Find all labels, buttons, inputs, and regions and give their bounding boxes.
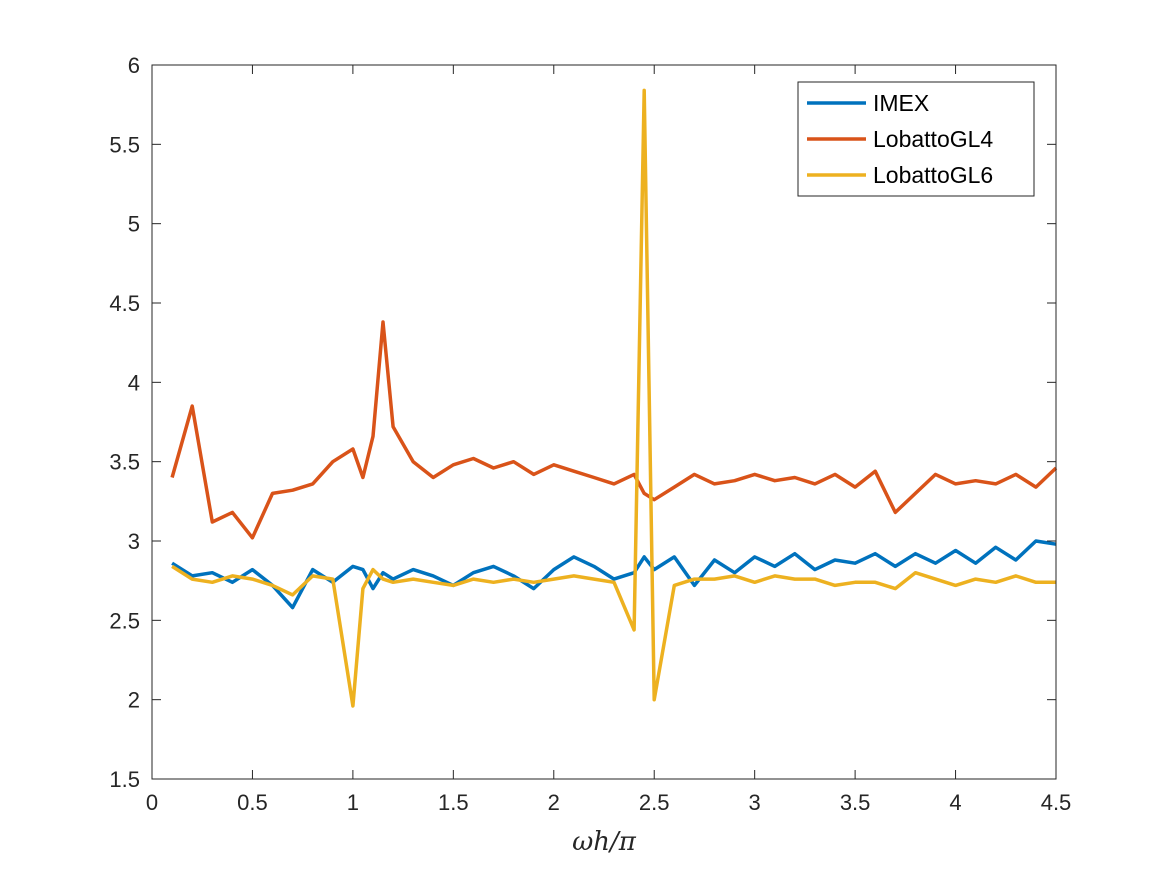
- series-line-lobattogl6: [171, 88, 1056, 708]
- legend-label: LobattoGL6: [873, 162, 993, 188]
- y-tick-label: 4.5: [109, 291, 140, 316]
- x-tick-label: 1.5: [438, 790, 469, 815]
- y-tick-label: 2: [128, 688, 140, 713]
- y-tick-label: 4: [128, 370, 140, 395]
- x-tick-label: 1: [347, 790, 359, 815]
- legend-label: IMEX: [873, 90, 929, 116]
- y-tick-label: 5.5: [109, 132, 140, 157]
- x-tick-label: 0.5: [237, 790, 268, 815]
- y-tick-label: 5: [128, 212, 140, 237]
- x-tick-label: 2: [548, 790, 560, 815]
- x-tick-label: 3.5: [840, 790, 871, 815]
- x-tick-label: 3: [749, 790, 761, 815]
- x-tick-labels: 0 0.5 1 1.5 2 2.5 3 3.5 4 4.5: [146, 790, 1071, 815]
- y-tick-labels: 1.5 2 2.5 3 3.5 4 4.5 5 5.5 6: [109, 53, 140, 792]
- plot-frame: [151, 64, 1057, 780]
- series-layer: [170, 88, 1058, 708]
- legend-label: LobattoGL4: [873, 126, 993, 152]
- y-tick-label: 2.5: [109, 608, 140, 633]
- y-tick-label: 1.5: [109, 767, 140, 792]
- y-tick-label: 3: [128, 529, 140, 554]
- x-tick-label: 4: [949, 790, 961, 815]
- x-tick-label: 4.5: [1041, 790, 1072, 815]
- x-tick-label: 0: [146, 790, 158, 815]
- y-tick-label: 6: [128, 53, 140, 78]
- y-tick-label: 3.5: [109, 450, 140, 475]
- legend: IMEX LobattoGL4 LobattoGL6: [797, 81, 1035, 197]
- x-tick-label: 2.5: [639, 790, 670, 815]
- x-axis-title: ωh/π: [572, 827, 637, 857]
- series-line-lobattogl4: [170, 320, 1058, 540]
